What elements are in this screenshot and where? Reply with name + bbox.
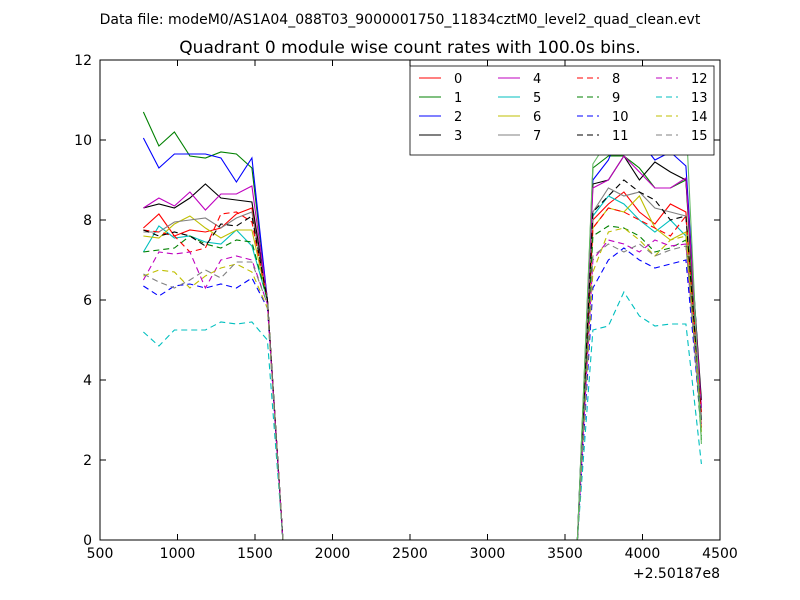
chart-suptitle: Data file: modeM0/AS1A04_088T03_90000017… — [100, 12, 701, 28]
legend-label-12: 12 — [691, 72, 708, 87]
series-line-9 — [143, 225, 702, 541]
legend-box — [409, 65, 715, 156]
legend-label-11: 11 — [612, 129, 629, 144]
y-tick-label: 2 — [83, 453, 92, 469]
legend-label-7: 7 — [533, 129, 541, 144]
series-line-7 — [143, 187, 702, 541]
y-tick-label: 12 — [74, 53, 92, 69]
series-line-5 — [142, 195, 702, 541]
chart-title: Quadrant 0 module wise count rates with … — [179, 38, 640, 58]
series-line-8 — [143, 207, 702, 541]
x-tick-label: 3500 — [547, 546, 583, 562]
legend-label-4: 4 — [533, 72, 541, 87]
x-offset-label: +2.50187e8 — [633, 566, 720, 582]
series-line-13 — [143, 290, 702, 541]
x-tick-label: 4000 — [625, 546, 661, 562]
x-tick-label: 4500 — [702, 546, 738, 562]
series-line-15 — [143, 243, 702, 541]
legend-label-1: 1 — [454, 91, 462, 106]
y-tick-label: 8 — [83, 213, 92, 229]
legend-label-8: 8 — [612, 72, 620, 87]
y-tick-label: 10 — [74, 133, 92, 149]
series-line-10 — [143, 247, 702, 541]
series-line-12 — [142, 239, 702, 541]
y-tick-label: 0 — [83, 533, 92, 549]
series-line-1 — [142, 111, 702, 541]
y-tick-label: 4 — [83, 373, 92, 389]
x-tick-label: 2500 — [392, 546, 428, 562]
legend-label-10: 10 — [612, 110, 629, 125]
legend-label-15: 15 — [691, 129, 708, 144]
legend-label-6: 6 — [533, 110, 541, 125]
axes-layer: 500 1000 1500 2000 2500 3000 3500 4000 4500 0 2 4 6 8… — [74, 53, 738, 562]
x-tick-label: 1500 — [237, 546, 273, 562]
x-tick-label: 2000 — [315, 546, 351, 562]
legend-label-3: 3 — [454, 129, 462, 144]
series-line-11 — [143, 179, 702, 541]
y-tick-label: 6 — [83, 293, 92, 309]
x-tick-label: 3000 — [470, 546, 506, 562]
x-tick-label: 500 — [87, 546, 114, 562]
legend-label-14: 14 — [691, 110, 708, 125]
legend-label-13: 13 — [691, 91, 708, 106]
series-layer — [142, 106, 702, 541]
series-line-2 — [142, 120, 702, 541]
legend-label-2: 2 — [454, 110, 462, 125]
series-line-6 — [143, 195, 702, 541]
x-tick-label: 1000 — [160, 546, 196, 562]
legend-label-9: 9 — [612, 91, 620, 106]
legend-label-0: 0 — [454, 72, 462, 87]
legend-label-5: 5 — [533, 91, 541, 106]
series-line-14 — [143, 227, 702, 541]
